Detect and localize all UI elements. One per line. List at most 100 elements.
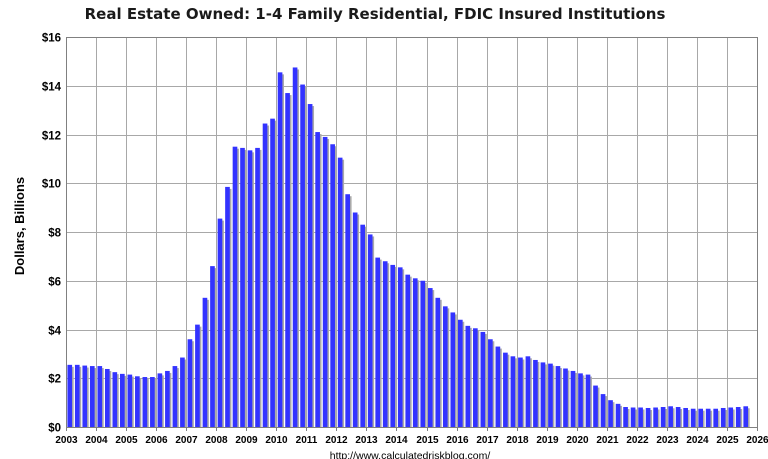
- bar: [570, 370, 576, 427]
- bar: [135, 376, 140, 427]
- bar: [285, 93, 290, 427]
- bar: [74, 364, 80, 427]
- bar: [165, 370, 170, 427]
- bar: [127, 374, 133, 427]
- y-tick-labels: $0 $2 $4 $6 $8 $10 $12 $14 $16: [42, 33, 62, 435]
- bar: [585, 374, 591, 427]
- bar: [720, 407, 726, 427]
- bar: [698, 408, 703, 427]
- x-tick-labels: 2003 2004 2005 2006 2007 2008 2009 2010 2011 2012…: [55, 435, 768, 446]
- bar: [728, 407, 734, 427]
- bar: [210, 266, 215, 427]
- x-tick-label: 2025: [716, 435, 739, 446]
- bar: [660, 407, 666, 427]
- bar: [615, 403, 621, 427]
- bar: [450, 312, 456, 427]
- bar: [578, 373, 583, 427]
- bar: [683, 407, 688, 427]
- y-tick-label: $14: [42, 82, 62, 94]
- y-tick-label: $2: [48, 374, 61, 386]
- bar: [540, 362, 546, 427]
- bar: [488, 339, 493, 427]
- bar: [435, 297, 441, 427]
- y-tick-label: $16: [42, 33, 61, 45]
- bar: [668, 406, 673, 427]
- bar: [375, 257, 381, 427]
- bar: [518, 357, 523, 427]
- x-tick-label: 2023: [656, 435, 679, 446]
- bar: [112, 372, 118, 427]
- bar: [202, 297, 208, 427]
- y-tick-label: $6: [48, 277, 61, 289]
- gridlines: [66, 37, 758, 427]
- x-tick-label: 2013: [355, 435, 378, 446]
- bar: [630, 407, 636, 427]
- bar: [217, 218, 223, 427]
- bar: [270, 118, 275, 427]
- bar: [255, 147, 260, 427]
- x-tick-label: 2014: [385, 435, 408, 446]
- bar: [563, 368, 568, 427]
- x-tick-label: 2011: [296, 435, 318, 446]
- bar: [337, 157, 343, 427]
- x-tick-label: 2026: [746, 435, 768, 446]
- chart-title: Real Estate Owned: 1-4 Family Residentia…: [85, 5, 666, 23]
- bar: [405, 274, 411, 427]
- bars: [67, 67, 750, 427]
- bar: [82, 365, 88, 427]
- x-tick-label: 2016: [446, 435, 469, 446]
- bar: [322, 136, 328, 427]
- bar: [157, 373, 163, 427]
- bar: [600, 394, 606, 427]
- bar: [150, 377, 155, 427]
- x-tick-label: 2003: [55, 435, 78, 446]
- bar: [352, 212, 358, 427]
- bar: [307, 104, 313, 427]
- bar: [675, 407, 681, 427]
- y-tick-label: $4: [48, 326, 61, 338]
- x-tick-label: 2004: [85, 435, 108, 446]
- bar: [705, 408, 711, 427]
- x-tick-label: 2009: [235, 435, 258, 446]
- bar: [262, 123, 268, 427]
- bar: [555, 366, 561, 427]
- bar: [533, 359, 538, 427]
- bar: [187, 339, 193, 427]
- bar: [345, 194, 350, 427]
- bar: [97, 366, 103, 427]
- bar: [277, 72, 283, 427]
- bar: [503, 352, 508, 427]
- bar: [510, 356, 516, 427]
- bar: [247, 150, 253, 427]
- bar: [292, 67, 298, 427]
- bar: [382, 261, 388, 427]
- x-tick-label: 2024: [686, 435, 709, 446]
- bar: [645, 407, 651, 427]
- bar: [457, 319, 463, 427]
- x-tick-label: 2020: [566, 435, 589, 446]
- bar: [690, 408, 696, 427]
- bar: [420, 280, 426, 427]
- source-note: http://www.calculatedriskblog.com/: [330, 450, 491, 459]
- bar: [142, 377, 148, 427]
- bar: [480, 331, 486, 427]
- bar: [653, 407, 658, 427]
- bar: [427, 288, 433, 427]
- y-tick-label: $12: [42, 131, 61, 143]
- bar: [120, 373, 125, 427]
- bar: [104, 368, 110, 427]
- x-tick-label: 2022: [626, 435, 649, 446]
- bar: [743, 406, 749, 427]
- x-tick-label: 2017: [476, 435, 499, 446]
- x-tick-label: 2015: [416, 435, 439, 446]
- x-tick-label: 2006: [145, 435, 168, 446]
- bar: [180, 357, 185, 427]
- bar: [608, 400, 613, 427]
- bar: [67, 364, 73, 427]
- x-tick-label: 2010: [265, 435, 288, 446]
- bar: [735, 407, 741, 427]
- bar: [412, 278, 418, 427]
- bar: [473, 328, 478, 427]
- bar: [442, 306, 448, 427]
